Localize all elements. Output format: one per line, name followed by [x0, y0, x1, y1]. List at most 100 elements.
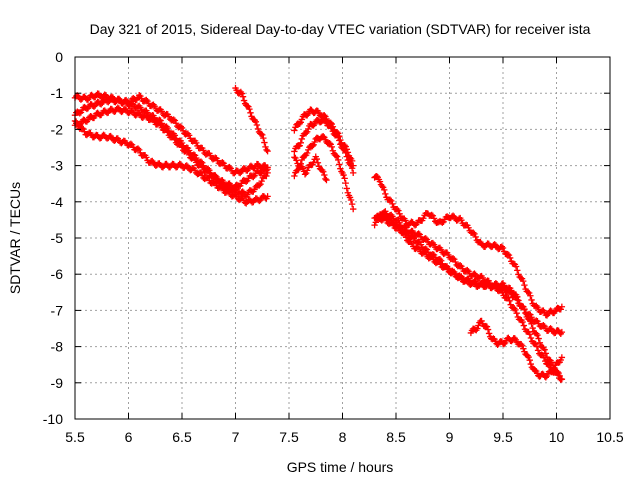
data-point-marker [293, 157, 300, 164]
data-point-marker [239, 188, 246, 195]
data-point-marker [376, 178, 384, 185]
data-point-marker [298, 116, 306, 123]
x-tick-label: 7 [232, 429, 240, 445]
data-point-marker [558, 354, 566, 361]
data-point-marker [90, 103, 98, 110]
x-tick-label: 8 [339, 429, 347, 445]
data-point-marker [512, 263, 520, 270]
data-point-marker [340, 171, 347, 179]
data-point-marker [170, 116, 177, 123]
data-point-marker [545, 360, 552, 368]
data-point-marker [422, 235, 429, 242]
data-point-marker [527, 334, 535, 342]
data-point-marker [499, 244, 507, 252]
data-point-marker [335, 156, 342, 164]
data-point-marker [305, 125, 312, 133]
data-point-marker [540, 354, 548, 361]
data-point-marker [464, 266, 471, 274]
data-point-marker [257, 180, 264, 188]
data-point-marker [500, 340, 508, 348]
data-point-marker [134, 145, 142, 152]
data-point-marker [514, 267, 521, 274]
series-4 [71, 117, 271, 207]
data-point-marker [471, 270, 478, 277]
data-point-marker [177, 123, 185, 130]
data-point-marker [157, 121, 164, 128]
data-point-marker [337, 141, 344, 148]
data-point-marker [252, 118, 260, 126]
data-point-marker [549, 368, 556, 376]
data-point-marker [183, 147, 190, 154]
data-point-marker [520, 345, 527, 352]
data-point-marker [378, 182, 386, 190]
data-point-marker [533, 302, 540, 309]
data-point-marker [76, 110, 83, 117]
series-7 [291, 116, 357, 177]
data-point-marker [310, 141, 317, 148]
data-point-marker [239, 93, 247, 100]
series-13 [376, 210, 566, 383]
data-point-marker [396, 210, 403, 218]
data-point-marker [527, 360, 535, 368]
data-point-marker [136, 92, 143, 99]
y-tick-label: -6 [51, 266, 64, 282]
data-point-marker [253, 121, 261, 129]
data-point-marker [263, 146, 270, 154]
data-point-marker [449, 212, 457, 219]
data-point-marker [449, 267, 456, 275]
data-point-marker [551, 364, 558, 372]
series-9 [291, 153, 330, 184]
x-tick-label: 10.5 [596, 429, 623, 445]
data-point-marker [525, 310, 533, 318]
data-point-marker [303, 167, 311, 174]
data-point-marker [389, 200, 396, 208]
data-point-marker [430, 215, 438, 222]
data-point-marker [244, 102, 251, 109]
data-point-marker [176, 140, 183, 147]
data-point-marker [558, 328, 566, 336]
data-point-marker [164, 129, 171, 136]
data-point-marker [302, 129, 310, 137]
data-point-marker [474, 325, 481, 332]
x-tick-label: 9 [446, 429, 454, 445]
data-point-marker [326, 140, 333, 147]
data-point-marker [534, 347, 542, 354]
data-point-marker [521, 306, 528, 313]
x-tick-label: 8.5 [386, 429, 406, 445]
data-point-marker [348, 200, 356, 208]
y-axis-label: SDTVAR / TECUs [7, 182, 23, 294]
data-point-marker [313, 155, 321, 163]
data-point-marker [193, 139, 200, 147]
data-point-marker [372, 219, 379, 226]
data-point-marker [261, 139, 268, 146]
data-point-marker [402, 234, 410, 241]
data-point-marker [183, 162, 190, 169]
data-point-marker [143, 96, 150, 104]
data-point-marker [541, 346, 548, 353]
data-point-marker [328, 124, 335, 132]
data-point-marker [243, 178, 250, 185]
data-point-marker [199, 163, 206, 171]
data-point-marker [388, 217, 396, 224]
data-point-marker [178, 124, 186, 132]
data-point-marker [320, 168, 327, 175]
data-point-marker [240, 97, 248, 104]
series-2 [71, 95, 271, 192]
data-point-marker [250, 173, 257, 181]
data-point-marker [185, 132, 193, 139]
data-point-marker [298, 135, 306, 143]
data-point-marker [505, 294, 512, 301]
data-point-marker [303, 128, 311, 135]
series-14 [467, 317, 566, 381]
chart-title: Day 321 of 2015, Sidereal Day-to-day VTE… [90, 21, 591, 37]
data-point-marker [262, 143, 269, 151]
data-point-marker [529, 324, 536, 332]
data-point-marker [491, 241, 498, 248]
data-point-marker [428, 211, 435, 219]
data-point-marker [535, 335, 542, 342]
data-point-marker [395, 207, 402, 214]
data-point-marker [321, 171, 328, 179]
data-point-marker [505, 287, 513, 295]
data-point-marker [558, 303, 566, 310]
